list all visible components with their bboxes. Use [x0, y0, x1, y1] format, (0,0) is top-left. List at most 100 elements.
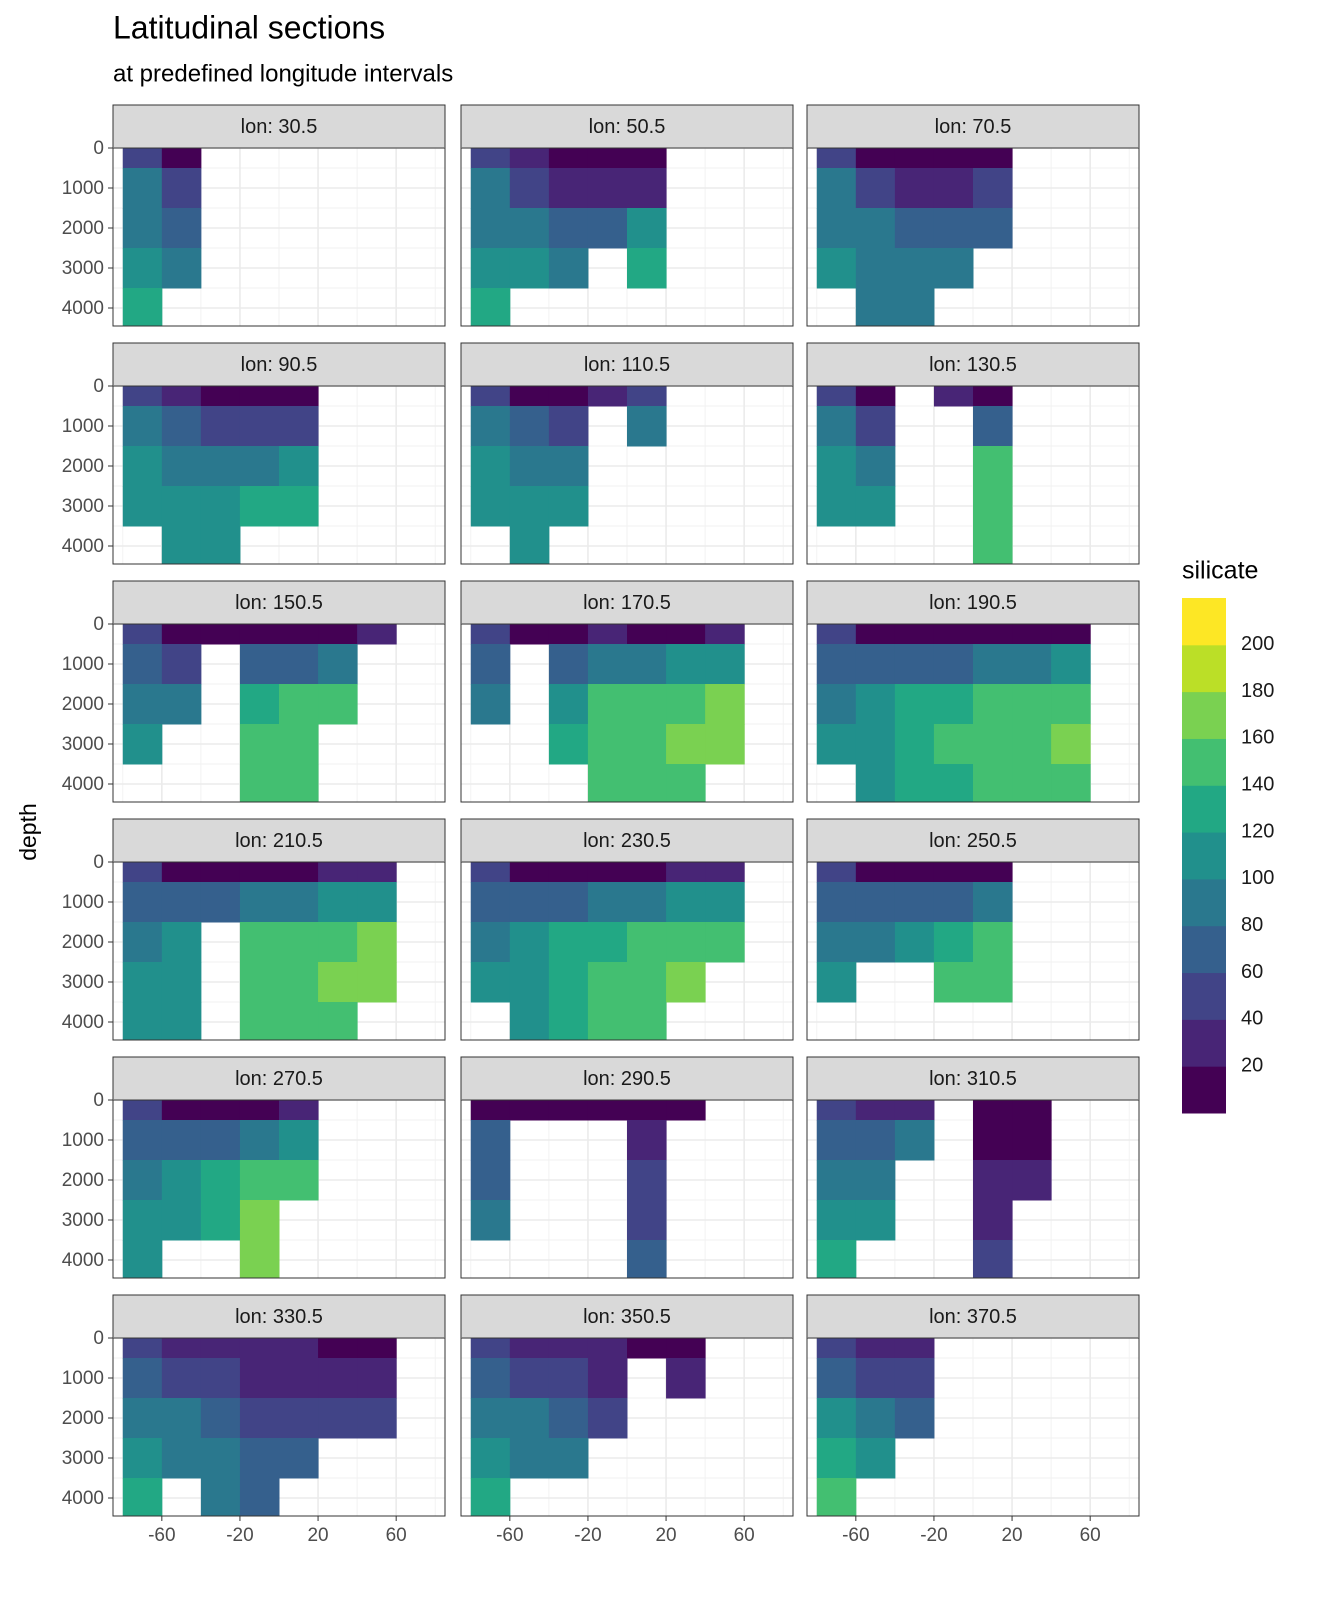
- strip-label: lon: 130.5: [929, 354, 1017, 376]
- cell: [587, 764, 628, 803]
- cell: [161, 1120, 202, 1161]
- cell: [239, 386, 280, 407]
- legend-label: 100: [1241, 867, 1274, 889]
- cell: [318, 1338, 358, 1359]
- cell: [587, 1100, 628, 1121]
- cell: [894, 862, 935, 883]
- cell: [548, 386, 589, 407]
- cell: [894, 248, 935, 289]
- cell: [318, 1002, 358, 1041]
- y-tick-label: 4000: [62, 536, 104, 557]
- cell: [816, 1240, 857, 1279]
- cell: [666, 882, 706, 923]
- cell: [161, 1338, 202, 1359]
- cell: [200, 446, 241, 487]
- cell: [973, 1200, 1013, 1241]
- cell: [470, 922, 511, 963]
- legend-swatch: [1182, 785, 1226, 833]
- cell: [816, 1100, 857, 1121]
- cell: [627, 386, 667, 407]
- y-tick-label: 3000: [62, 1448, 104, 1469]
- cell: [816, 1478, 857, 1517]
- cell: [122, 684, 163, 725]
- cell: [933, 644, 974, 685]
- cell: [239, 1200, 280, 1241]
- x-tick-label: 60: [734, 1525, 755, 1546]
- cell: [470, 624, 511, 645]
- cell: [705, 684, 745, 725]
- cell: [161, 962, 202, 1003]
- strip-label: lon: 350.5: [583, 1306, 671, 1328]
- cell: [470, 406, 511, 447]
- cell: [509, 386, 550, 407]
- cell: [973, 764, 1013, 803]
- cell: [122, 446, 163, 487]
- y-tick-label: 2000: [62, 932, 104, 953]
- cell: [1051, 764, 1091, 803]
- x-tick-label: -20: [226, 1525, 253, 1546]
- cell: [816, 486, 857, 527]
- cell: [509, 882, 550, 923]
- cell: [627, 684, 667, 725]
- cell: [279, 1002, 319, 1041]
- cell: [318, 922, 358, 963]
- cell: [855, 1120, 896, 1161]
- cell: [627, 644, 667, 685]
- cell: [279, 386, 319, 407]
- cell: [239, 1338, 280, 1359]
- strip-label: lon: 150.5: [235, 592, 323, 614]
- cell: [470, 1358, 511, 1399]
- y-axis-label: depth: [15, 803, 41, 861]
- cell: [200, 1438, 241, 1479]
- cell: [627, 624, 667, 645]
- cell: [161, 248, 202, 289]
- cell: [973, 1240, 1013, 1279]
- legend-label: 140: [1241, 774, 1274, 796]
- cell: [587, 644, 628, 685]
- panel-border: [806, 1337, 1140, 1517]
- cell: [548, 148, 589, 169]
- cell: [279, 684, 319, 725]
- cell: [122, 644, 163, 685]
- y-tick-label: 0: [93, 1328, 104, 1349]
- panel-border: [806, 385, 1140, 565]
- cell: [122, 406, 163, 447]
- cell: [122, 882, 163, 923]
- cell: [548, 1398, 589, 1439]
- y-tick-label: 3000: [62, 734, 104, 755]
- cell: [933, 962, 974, 1003]
- cell: [509, 624, 550, 645]
- cell: [470, 644, 511, 685]
- cell: [161, 1438, 202, 1479]
- cell: [587, 1002, 628, 1041]
- legend-swatch: [1182, 1066, 1226, 1114]
- cell: [239, 922, 280, 963]
- cell: [855, 386, 896, 407]
- cell: [509, 1438, 550, 1479]
- cell: [933, 624, 974, 645]
- cell: [933, 724, 974, 765]
- strip-label: lon: 330.5: [235, 1306, 323, 1328]
- y-tick-label: 1000: [62, 1130, 104, 1151]
- cell: [122, 1002, 163, 1041]
- cell: [587, 208, 628, 249]
- cell: [279, 724, 319, 765]
- panel-border: [112, 385, 446, 565]
- cell: [894, 922, 935, 963]
- y-tick-label: 4000: [62, 298, 104, 319]
- cell: [627, 1200, 667, 1241]
- cell: [239, 862, 280, 883]
- cell: [973, 724, 1013, 765]
- legend-swatch: [1182, 691, 1226, 739]
- legend-swatch: [1182, 832, 1226, 880]
- cell: [318, 644, 358, 685]
- cell: [470, 386, 511, 407]
- cell: [973, 148, 1013, 169]
- strip: [112, 818, 446, 863]
- cell: [548, 248, 589, 289]
- cell: [509, 1338, 550, 1359]
- cell: [239, 684, 280, 725]
- cell: [855, 624, 896, 645]
- legend-label: 20: [1241, 1054, 1263, 1076]
- cell: [279, 486, 319, 527]
